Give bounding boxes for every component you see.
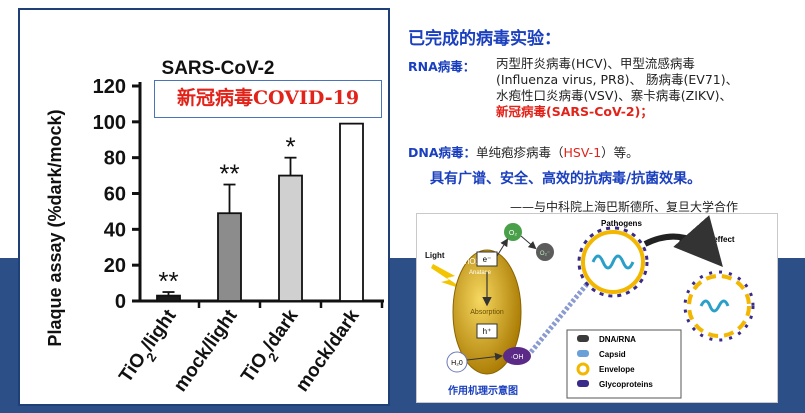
tio2-particle xyxy=(452,249,522,375)
hydroxyl-radical xyxy=(503,347,531,365)
dna-hsv: HSV-1 xyxy=(563,145,602,160)
legend-label: Glycoproteins xyxy=(599,380,653,389)
o2-molecule xyxy=(504,223,522,241)
y-axis-label: Plaque assay (%dark/mock) xyxy=(45,109,65,346)
legend-label: Capsid xyxy=(599,350,626,359)
hole-box xyxy=(476,323,498,339)
bar xyxy=(278,174,303,302)
y-tick-label: 0 xyxy=(115,291,126,313)
hole-label: h⁺ xyxy=(483,327,492,336)
highlight-claim: 具有广谱、安全、高效的抗病毒/抗菌效果。 xyxy=(430,171,702,187)
y-tick-label: 80 xyxy=(104,148,126,170)
o2-arrow xyxy=(496,238,509,257)
rna-virus-list: 丙型肝炎病毒(HCV)、甲型流感病毒 (Influenza virus, PR8… xyxy=(496,56,796,120)
capsid-icon xyxy=(577,350,589,357)
hydroxyl-label: ·OH xyxy=(511,354,524,361)
chart-panel: SARS-CoV-2 Plaque assay (%dark/mock) 0 20… xyxy=(18,8,390,406)
glycoprotein-ring xyxy=(577,226,649,298)
bar xyxy=(156,294,181,302)
significance-marker: * xyxy=(285,132,295,162)
pathogens-label: Pathogens xyxy=(601,219,642,228)
absorption-label: Absorption xyxy=(470,309,504,316)
glycoprotein-icon xyxy=(577,380,589,387)
light-label: Light xyxy=(425,251,445,260)
covid-annotation: 新冠病毒COVID-19 xyxy=(154,80,382,118)
y-tick-label: 60 xyxy=(104,184,126,206)
x-tick-label: mock/light xyxy=(170,305,242,395)
antiviral-arrow xyxy=(643,215,723,267)
rna-line: 丙型肝炎病毒(HCV)、甲型流感病毒 xyxy=(496,56,695,71)
bar xyxy=(217,212,242,302)
damaged-rna-strand xyxy=(699,299,730,313)
significance-marker: ** xyxy=(219,159,239,189)
bar-chart: SARS-CoV-2 Plaque assay (%dark/mock) 0 20… xyxy=(45,58,384,396)
oh-arrow xyxy=(466,352,503,361)
legend-label: Envelope xyxy=(599,365,635,374)
damaged-glycoprotein-ring xyxy=(683,270,755,342)
rna-label: RNA病毒： xyxy=(408,59,476,74)
dna-text: 单纯疱疹病毒（ xyxy=(476,145,564,160)
tio2-label: TiO2 xyxy=(463,257,481,266)
o2-radical-arrow xyxy=(520,235,537,250)
envelope-icon xyxy=(576,362,590,376)
o2-radical xyxy=(536,243,554,261)
o2-radical-label: O₂⁻ xyxy=(540,251,550,257)
electron-box xyxy=(476,251,498,267)
rna-line-covid: 新冠病毒(SARS-CoV-2)； xyxy=(496,104,653,119)
x-tick-label: mock/dark xyxy=(292,305,364,395)
dna-icon xyxy=(577,335,589,342)
mechanism-diagram: Light TiO2 Anatase Absorption e⁻ h⁺ O₂ O… xyxy=(416,213,778,403)
mechanism-svg: Light TiO2 Anatase Absorption e⁻ h⁺ O₂ O… xyxy=(425,215,755,399)
o2-label: O₂ xyxy=(509,230,517,237)
water-label: H₂0 xyxy=(451,360,463,367)
collaboration-note: ——与中科院上海巴斯德所、复旦大学合作 xyxy=(510,200,739,214)
rna-line: (Influenza virus, PR8)、 肠病毒(EV71)、 xyxy=(496,72,739,87)
electron-label: e⁻ xyxy=(483,255,492,264)
lightning-icon xyxy=(431,264,465,290)
viral-rna-strand xyxy=(591,254,635,270)
dna-virus-line: DNA病毒：单纯疱疹病毒（HSV-1）等。 xyxy=(408,142,639,161)
dna-label: DNA病毒： xyxy=(408,145,477,160)
rna-line: 水疱性口炎病毒(VSV)、寨卡病毒(ZIKV)、 xyxy=(496,88,733,103)
significance-marker: ** xyxy=(158,266,178,296)
y-tick-label: 20 xyxy=(104,255,126,277)
water-molecule xyxy=(446,351,468,373)
diagram-caption: 作用机理示意图 xyxy=(448,384,518,397)
bar xyxy=(339,122,364,302)
dna-text-end: ）等。 xyxy=(601,145,639,160)
y-tick-label: 40 xyxy=(104,219,126,241)
info-title: 已完成的病毒实验： xyxy=(408,29,561,49)
legend-label: DNA/RNA xyxy=(599,335,636,344)
anatase-label: Anatase xyxy=(469,270,492,276)
y-tick-label: 100 xyxy=(93,112,126,134)
y-tick-label: 120 xyxy=(93,76,126,98)
chart-title: SARS-CoV-2 xyxy=(162,58,275,79)
